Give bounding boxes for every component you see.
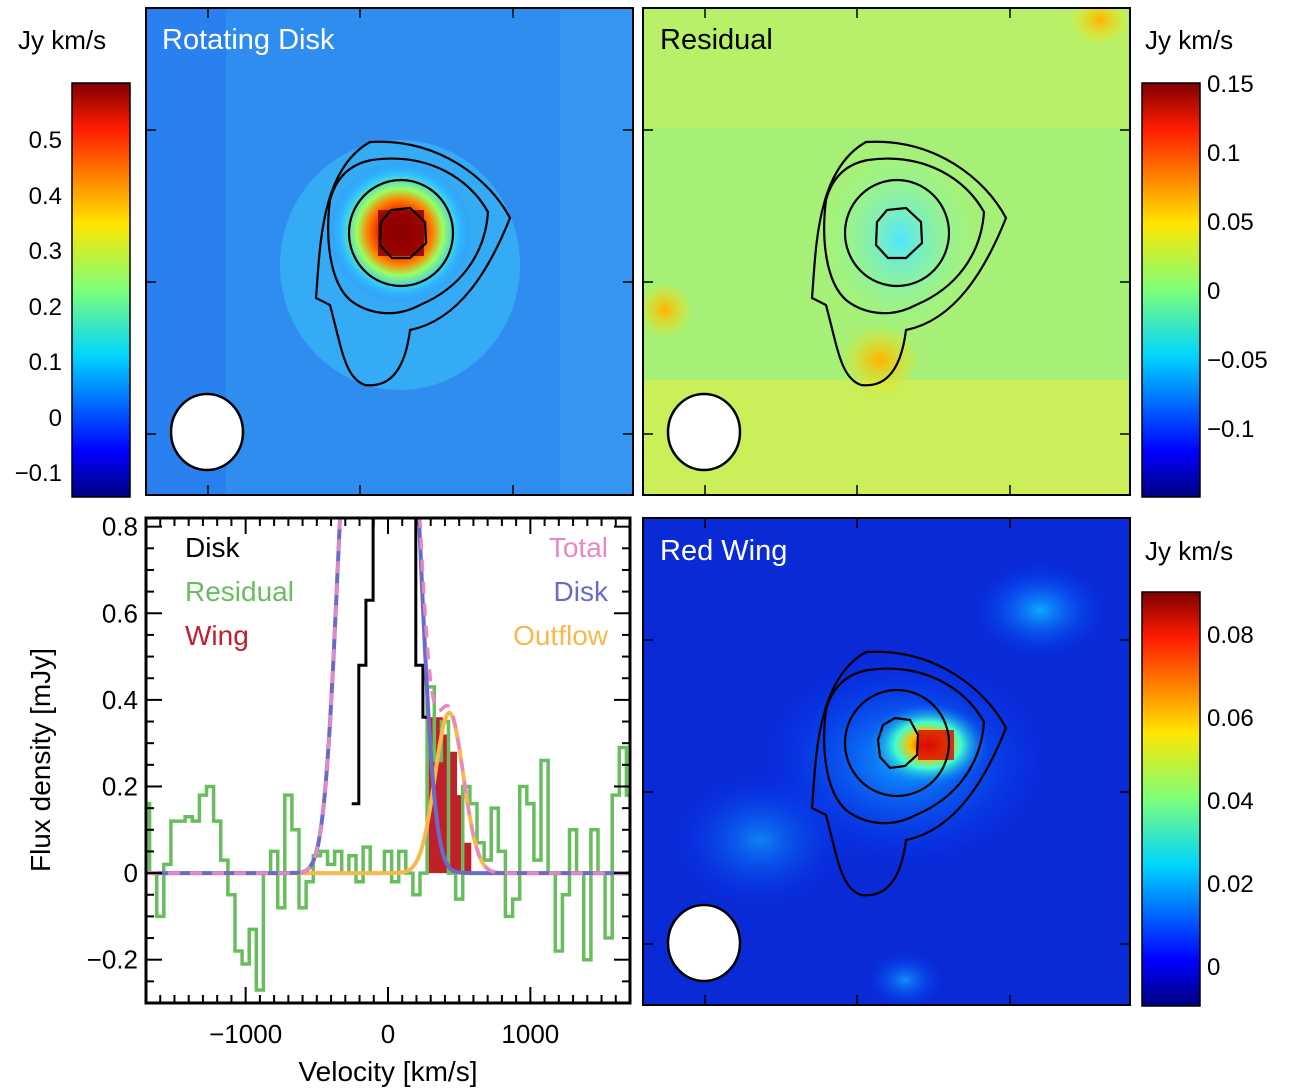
spectrum-x-axis-label: Velocity [km/s] [299, 1056, 478, 1087]
rotating-disk-panel: Rotating Disk Jy km/s 0.5 0.4 0.3 0.2 0.… [15, 7, 634, 498]
svg-text:0.1: 0.1 [29, 349, 62, 376]
red-wing-map-halo [970, 560, 1110, 660]
spectrum-legend: Disk Residual Wing Total Disk Outflow [185, 532, 609, 651]
red-wing-colorbar [1141, 591, 1201, 1007]
y-tick-label: 0.2 [102, 771, 138, 801]
svg-text:−0.1: −0.1 [15, 460, 62, 487]
svg-text:0.02: 0.02 [1207, 871, 1254, 898]
rotating-disk-label: Rotating Disk [162, 24, 335, 56]
rotating-disk-colorbar-ticks: 0.5 0.4 0.3 0.2 0.1 0 −0.1 [15, 127, 62, 487]
svg-text:0.4: 0.4 [29, 183, 62, 210]
legend-residual: Residual [185, 576, 294, 607]
spectrum-ticks [146, 518, 630, 1003]
residual-map-texture [643, 8, 1130, 128]
residual-panel: Residual Jy km/s 0.15 0.1 0.05 0 −0.05 −… [642, 7, 1268, 498]
svg-text:0.3: 0.3 [29, 238, 62, 265]
svg-text:0.15: 0.15 [1207, 71, 1254, 98]
y-tick-label: 0 [124, 858, 138, 888]
y-tick-label: 0.8 [102, 512, 138, 542]
rotating-disk-frame-ticks [146, 8, 633, 495]
residual-map-warm-spot [840, 325, 920, 395]
red-wing-frame-ticks [643, 518, 1130, 1005]
spectrum-x-tick-labels: −1000 0 1000 [209, 1019, 559, 1049]
svg-text:0: 0 [49, 405, 62, 432]
residual-beam-ellipse [666, 392, 742, 472]
red-wing-beam-ellipse [666, 903, 742, 983]
legend-total: Total [549, 532, 608, 563]
red-wing-contours [810, 650, 1008, 897]
residual-frame [642, 7, 1131, 496]
svg-text:0.08: 0.08 [1207, 622, 1254, 649]
spectrum-y-axis-label: Flux density [mJy] [25, 648, 56, 872]
svg-text:0.04: 0.04 [1207, 788, 1254, 815]
x-tick-label: 1000 [501, 1019, 559, 1049]
spectrum-y-tick-labels: 0.8 0.6 0.4 0.2 0 −0.2 [87, 512, 138, 975]
red-wing-label: Red Wing [660, 535, 787, 567]
svg-text:0.06: 0.06 [1207, 705, 1254, 732]
svg-text:0.2: 0.2 [29, 294, 62, 321]
svg-text:−0.05: −0.05 [1207, 347, 1268, 374]
total-model-line [146, 518, 630, 875]
spectrum-panel: −1000 0 1000 0.8 0.6 0.4 0.2 0 −0.2 Velo… [25, 512, 632, 1087]
legend-disk-model: Disk [554, 576, 609, 607]
legend-outflow: Outflow [513, 620, 609, 651]
y-tick-label: 0.4 [102, 685, 138, 715]
legend-disk: Disk [185, 532, 240, 563]
x-tick-label: −1000 [209, 1019, 282, 1049]
svg-text:0: 0 [1207, 278, 1220, 305]
disk-data-series [351, 518, 430, 806]
red-wing-colorbar-unit: Jy km/s [1145, 536, 1233, 566]
rotating-disk-contours [314, 140, 512, 387]
spectrum-series [146, 518, 630, 992]
legend-wing: Wing [185, 620, 249, 651]
y-tick-label: 0.6 [102, 598, 138, 628]
x-tick-label: 0 [381, 1019, 395, 1049]
red-wing-frame [642, 517, 1131, 1006]
red-wing-colorbar-ticks: 0.08 0.06 0.04 0.02 0 [1207, 622, 1254, 981]
residual-map-warm-spot [1070, 8, 1130, 45]
residual-label: Residual [660, 24, 773, 56]
residual-frame-ticks [643, 8, 1130, 495]
residual-colorbar [1141, 82, 1201, 498]
svg-text:0.1: 0.1 [1207, 140, 1240, 167]
y-tick-label: −0.2 [87, 945, 138, 975]
red-wing-map-halo [670, 770, 850, 910]
residual-colorbar-ticks: 0.15 0.1 0.05 0 −0.05 −0.1 [1207, 71, 1268, 443]
svg-text:0.05: 0.05 [1207, 209, 1254, 236]
rotating-disk-beam-ellipse [169, 392, 245, 472]
rotating-disk-frame [145, 7, 634, 496]
residual-map-warm-spot [643, 282, 693, 338]
residual-map-center [820, 145, 980, 335]
red-wing-panel: Red Wing Jy km/s 0.08 0.06 0.04 0.02 0 [642, 517, 1254, 1007]
red-wing-map-halo [865, 950, 945, 1005]
rotating-disk-map-texture [560, 8, 633, 495]
rotating-disk-colorbar [71, 82, 131, 498]
svg-text:−0.1: −0.1 [1207, 416, 1254, 443]
residual-colorbar-unit: Jy km/s [1145, 25, 1233, 55]
rotating-disk-colorbar-unit: Jy km/s [18, 25, 106, 55]
residual-contours [810, 140, 1008, 387]
svg-text:0.5: 0.5 [29, 127, 62, 154]
svg-text:0: 0 [1207, 954, 1220, 981]
